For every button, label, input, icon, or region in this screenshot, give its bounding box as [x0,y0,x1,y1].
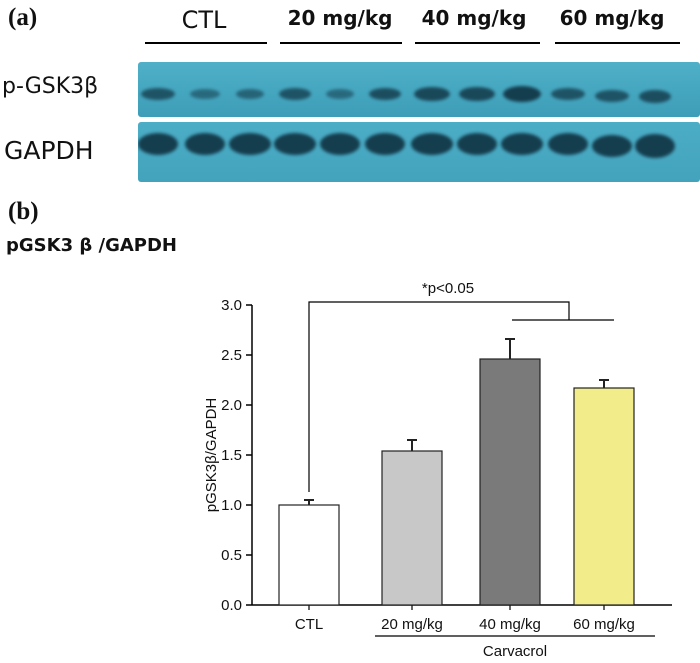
gapdh-band [365,133,405,155]
gapdh-band [501,133,543,155]
panel-a-label: (a) [8,4,38,31]
x-tick-label: 60 mg/kg [573,616,635,633]
pgsk3b-band [503,86,541,102]
y-tick-label: 1.5 [221,447,242,464]
blot-group-underline [415,42,540,44]
gapdh-band [592,135,632,157]
bar [278,504,340,606]
significance-bracket [308,301,570,492]
blot-group-label-40: 40 mg/kg [421,6,527,30]
blot-group-label-60: 60 mg/kg [559,6,665,30]
y-tick-label: 1.0 [221,497,242,514]
pgsk3b-band [190,89,220,99]
pgsk3b-band [369,88,401,100]
gapdh-band [548,133,588,155]
gapdh-band [138,133,178,155]
gapdh-band [635,134,675,158]
y-tick-label: 2.0 [221,397,242,414]
gapdh-band [229,133,271,155]
bar [479,358,541,606]
significance-annotation: *p<0.05 [422,280,474,297]
pgsk3b-band [459,87,495,101]
bar [573,387,635,606]
x-tick-label: CTL [295,616,323,633]
y-axis-label: pGSK3β/GAPDH [203,398,220,513]
y-tick-label: 0.5 [221,547,242,564]
western-blot-pgsk3b [138,62,700,117]
group-label: Carvacrol [483,643,547,660]
bar [381,450,443,606]
pgsk3b-band [279,88,311,100]
x-tick-label: 20 mg/kg [381,616,443,633]
western-blot-gapdh [138,122,700,182]
pgsk3b-band [236,89,264,99]
blot-row-label-pgsk3b: p-GSK3β [2,74,99,99]
panel-b-label: (b) [8,198,39,225]
y-tick-label: 0.0 [221,597,242,614]
gapdh-band [320,133,360,155]
gapdh-band [185,133,225,155]
blot-group-label-20: 20 mg/kg [287,6,393,30]
x-tick-label: 40 mg/kg [479,616,541,633]
gapdh-band [411,133,453,155]
gapdh-band [274,133,316,155]
blot-group-label-ctl: CTL [181,6,227,34]
pgsk3b-band [551,88,585,100]
blot-group-underline [280,42,402,44]
blot-group-underline [555,42,680,44]
pgsk3b-band [639,89,671,103]
gapdh-band [457,133,497,155]
blot-group-underline [145,42,267,44]
y-tick-label: 3.0 [221,297,242,314]
blot-row-label-gapdh: GAPDH [4,136,94,165]
pgsk3b-band [326,89,354,99]
pgsk3b-band [414,87,450,101]
y-tick-label: 2.5 [221,347,242,364]
pgsk3b-band [141,88,175,100]
chart-title: pGSK3 β /GAPDH [6,235,177,256]
pgsk3b-band [595,90,629,102]
